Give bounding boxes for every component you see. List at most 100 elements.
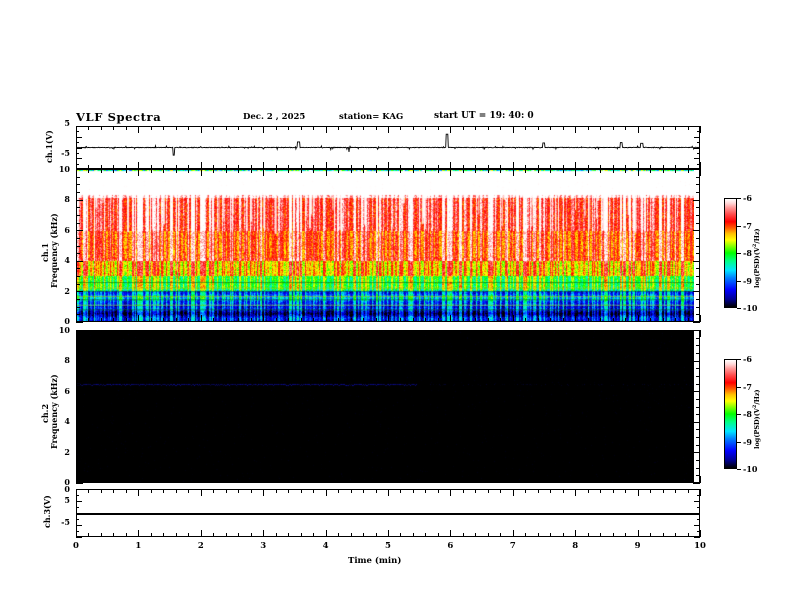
y-tick	[76, 495, 79, 496]
y-tick	[697, 131, 700, 132]
x-tick	[101, 126, 102, 130]
x-tick	[463, 318, 464, 322]
y-tick	[76, 137, 82, 138]
x-tick	[226, 489, 227, 493]
x-tick	[388, 330, 390, 337]
x-tick	[126, 330, 127, 334]
x-tick	[525, 533, 526, 537]
x-tick	[376, 330, 377, 334]
x-tick	[163, 165, 164, 169]
x-tick	[388, 489, 390, 496]
x-tick-label: 4	[322, 541, 329, 551]
x-tick	[363, 169, 364, 173]
y-tick	[696, 368, 700, 369]
x-tick	[588, 165, 589, 169]
y-tick	[693, 422, 700, 424]
x-tick	[538, 330, 539, 334]
x-tick	[276, 126, 277, 130]
x-tick	[525, 126, 526, 130]
x-tick	[113, 318, 114, 322]
colorbar-tick-label: -6	[743, 354, 752, 364]
x-tick	[688, 165, 689, 169]
x-tick	[525, 169, 526, 173]
x-tick	[688, 330, 689, 334]
x-tick	[475, 330, 476, 334]
x-tick	[438, 533, 439, 537]
x-tick	[400, 479, 401, 483]
x-tick	[213, 489, 214, 493]
y-tick	[76, 131, 79, 132]
x-tick	[76, 162, 78, 169]
x-tick	[613, 318, 614, 322]
x-tick	[276, 330, 277, 334]
y-tick	[76, 238, 80, 239]
x-tick	[313, 330, 314, 334]
x-tick	[638, 489, 640, 496]
ch3-waveform-trace	[77, 512, 699, 516]
x-tick	[700, 476, 702, 483]
x-tick	[525, 318, 526, 322]
y-tick	[696, 345, 700, 346]
x-tick	[163, 169, 164, 173]
x-tick	[276, 165, 277, 169]
ch2-spec-tick-0: 0	[64, 477, 70, 487]
x-tick	[413, 126, 414, 130]
x-tick	[400, 318, 401, 322]
ch3-wave-tick-0: 0	[64, 484, 70, 494]
x-tick	[313, 126, 314, 130]
x-tick	[88, 479, 89, 483]
x-tick	[388, 315, 390, 322]
x-tick	[450, 476, 452, 483]
y-tick	[696, 384, 700, 385]
x-tick	[688, 479, 689, 483]
x-tick	[638, 530, 640, 537]
x-tick	[376, 489, 377, 493]
x-tick	[500, 330, 501, 334]
x-tick	[550, 489, 551, 493]
x-tick	[425, 330, 426, 334]
x-tick	[525, 165, 526, 169]
x-tick	[213, 169, 214, 173]
x-tick	[475, 533, 476, 537]
x-tick	[213, 126, 214, 130]
y-tick	[696, 445, 700, 446]
colorbar-ch1-gradient	[724, 198, 737, 308]
y-tick	[76, 452, 83, 454]
y-tick	[693, 452, 700, 454]
x-tick	[88, 489, 89, 493]
x-tick	[463, 479, 464, 483]
x-tick	[138, 330, 140, 337]
x-tick	[488, 533, 489, 537]
y-tick	[76, 177, 80, 178]
x-tick	[563, 126, 564, 130]
ch1-spec-tick-8: 8	[64, 194, 70, 204]
x-tick	[263, 489, 265, 496]
x-tick	[326, 315, 328, 322]
x-tick	[76, 169, 78, 176]
ch3-wave-tick-5: 5	[64, 495, 70, 505]
x-tick	[126, 169, 127, 173]
x-tick	[213, 165, 214, 169]
y-tick	[76, 307, 80, 308]
y-tick	[696, 268, 700, 269]
y-tick	[76, 475, 80, 476]
x-tick	[650, 479, 651, 483]
x-tick	[563, 479, 564, 483]
x-tick	[700, 126, 702, 133]
x-tick	[76, 126, 78, 133]
y-tick	[76, 525, 82, 526]
x-tick	[438, 126, 439, 130]
x-tick	[438, 489, 439, 493]
colorbar-tick	[737, 469, 741, 470]
page-title: VLF Spectra	[76, 110, 162, 124]
x-tick	[475, 169, 476, 173]
x-tick	[263, 162, 265, 169]
x-tick	[538, 165, 539, 169]
y-tick	[696, 184, 700, 185]
x-tick	[625, 533, 626, 537]
x-tick	[625, 330, 626, 334]
x-tick	[126, 318, 127, 322]
x-tick	[475, 126, 476, 130]
y-tick	[76, 507, 79, 508]
